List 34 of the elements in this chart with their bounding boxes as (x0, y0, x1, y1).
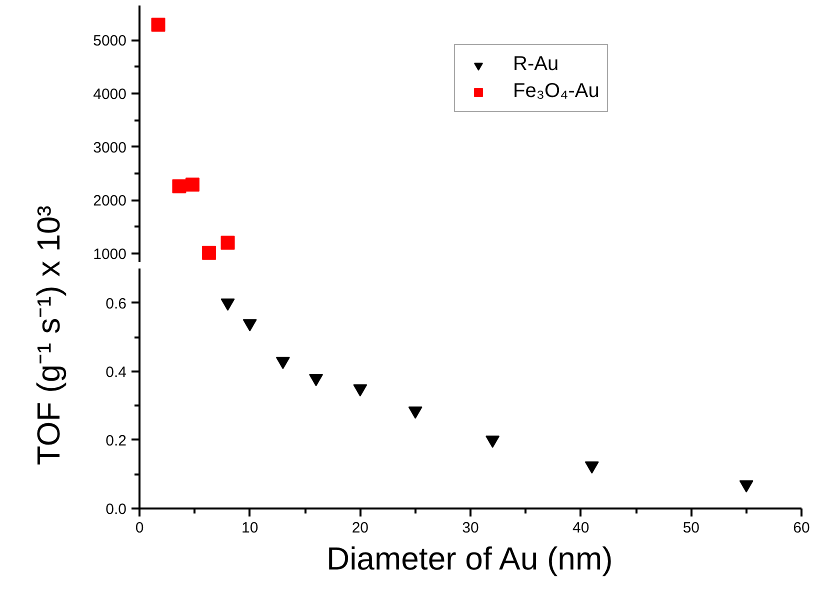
x-tick-label: 20 (352, 520, 369, 536)
y-tick-label: 0.2 (106, 432, 127, 450)
y-tick-label: 5000 (93, 32, 127, 50)
y-axis-title: TOF (g⁻¹ s⁻¹) x 10³ (30, 205, 66, 466)
point (276, 356, 290, 370)
point (172, 179, 186, 194)
point (185, 178, 200, 192)
y-tick-label: 2000 (93, 192, 127, 210)
point (151, 18, 166, 32)
x-tick-label: 0 (135, 520, 144, 536)
point (242, 319, 257, 332)
point (353, 384, 368, 397)
point (202, 246, 216, 260)
x-tick-label: 50 (682, 520, 700, 536)
x-axis-title: Diameter of Au (nm) (326, 540, 613, 576)
point (220, 236, 235, 250)
point (739, 480, 754, 493)
legend-label: Fe₃O₄-Au (513, 80, 600, 103)
point (309, 374, 324, 386)
x-tick-label: 30 (462, 520, 479, 536)
x-tick-label: 40 (572, 520, 590, 536)
y-tick-label: 0.4 (106, 364, 127, 381)
y-tick-label: 4000 (93, 86, 127, 103)
x-tick-label: 10 (241, 520, 258, 536)
x-tick-label: 60 (793, 520, 810, 536)
y-tick-label: 0.0 (106, 501, 127, 518)
y-tick-label: 0.6 (106, 295, 127, 312)
y-tick-label: 3000 (93, 139, 127, 156)
point (584, 461, 599, 474)
y-tick-label: 1000 (93, 246, 127, 263)
legend-label: R-Au (513, 53, 559, 76)
point (486, 436, 500, 448)
point (408, 406, 422, 419)
point (220, 298, 235, 311)
